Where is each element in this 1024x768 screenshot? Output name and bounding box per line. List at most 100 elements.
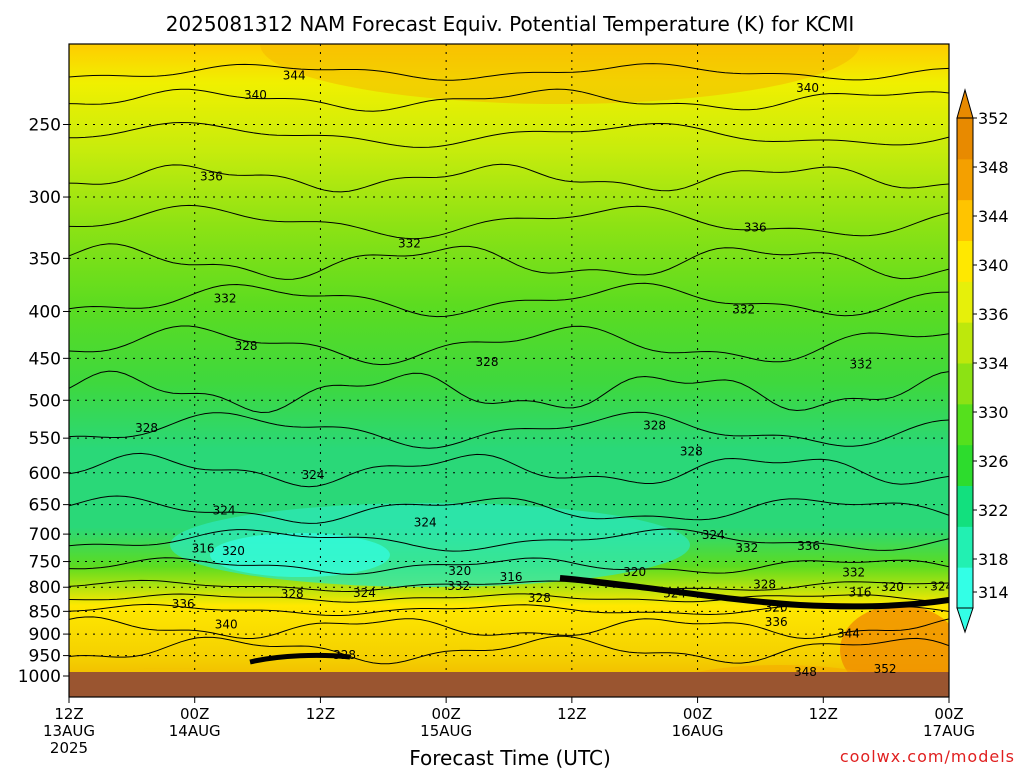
colorbar-label: 330 [978,403,1009,422]
warm-top-feature [260,44,860,104]
colorbar-label: 318 [978,550,1009,569]
contour-line [69,63,949,81]
contour-label: 328 [643,419,666,433]
contour-label: 328 [680,445,703,459]
credit-text: coolwx.com/models [840,747,1015,766]
contour-labels: 344 340 340 336 336 332 332 332 332 328 328 328 328 3… [135,68,949,679]
packed-contours [559,575,949,610]
x-tick-label: 00Z [934,705,963,723]
contour-line [69,593,949,603]
colorbar-label: 314 [978,583,1009,602]
contour-line [69,528,949,552]
colorbar-label: 348 [978,158,1009,177]
colorbar-max-arrow [956,88,974,119]
contour-label: 344 [837,627,860,641]
plot-frame [68,43,950,698]
x-tick-label: 12Z [54,705,83,723]
colorbar-label: 340 [978,256,1009,275]
y-tick-label: 550 [29,429,61,449]
contour-label: 332 [842,566,865,580]
contour-label: 336 [744,221,767,235]
colorbar-swatch [957,485,973,527]
contour-line [69,411,949,449]
colorbar-swatch [957,118,973,160]
contour-label: 324 [663,587,686,601]
y-tick-label: 650 [29,496,61,516]
colorbar-swatch [957,158,973,201]
contour-line [69,635,949,665]
contour-line [69,121,949,148]
x-tick-label: 12Z [557,705,586,723]
contour-label: 332 [214,291,237,305]
y-tick-label: 400 [29,302,61,322]
contour-label: 332 [398,236,421,250]
y-tick-label: 900 [29,625,61,645]
field-features [69,44,949,697]
grid-lines [69,44,949,697]
contour-line [69,452,949,488]
contour-label: 324 [702,528,725,542]
contour-label: 332 [735,541,758,555]
y-tick-label: 850 [29,602,61,622]
contour-label: 332 [850,357,873,371]
contour-line [69,579,949,593]
contour-line [69,495,949,524]
x-tick-label: 14AUG [169,722,221,740]
contour-label: 332 [732,302,755,316]
colorbar-swatch [957,526,973,568]
contour-label: 336 [765,615,788,629]
packed-contours [249,652,351,665]
contour-label: 316 [500,570,523,584]
theta-e-field [69,44,949,697]
contour-line [69,282,949,318]
contour-label: 328 [235,339,258,353]
ground-below-surface [69,672,949,697]
contour-label: 328 [333,648,356,662]
contour-label: 336 [172,597,195,611]
x-tick-label: 15AUG [420,722,472,740]
colorbar-swatch [957,444,973,486]
contour-label: 320 [765,601,788,615]
contour-label: 336 [797,539,820,553]
colorbar-label: 326 [978,452,1009,471]
y-axis-ticks: 250 300 350 400 450 500 550 600 650 700 750 800 850 9… [18,116,69,687]
y-tick-label: 950 [29,647,61,667]
contour-label: 316 [192,542,215,556]
colorbar-swatch [957,403,973,446]
y-tick-label: 700 [29,525,61,545]
contour-label: 344 [283,68,306,82]
colorbar-label: 336 [978,305,1009,324]
contour-label: 324 [213,504,236,518]
contour-label: 320 [448,564,471,578]
contour-line [69,88,949,112]
contour-label: 320 [623,565,646,579]
contour-line [69,163,949,193]
x-tick-label: 00Z [683,705,712,723]
y-tick-label: 450 [29,349,61,369]
colorbar-swatch [957,281,973,323]
x-tick-label: 13AUG [43,722,95,740]
colorbar: 314 318 322 326 330 334 336 340 344 348 352 [956,88,1009,634]
colorbar-min-arrow [956,607,974,634]
contour-label: 352 [874,662,897,676]
contour-label: 328 [476,355,499,369]
contour-label: 340 [215,618,238,632]
colorbar-swatch [957,567,973,609]
colorbar-swatch [957,322,973,364]
x-tick-label: 2025 [50,739,88,757]
y-tick-label: 250 [29,116,61,136]
y-tick-label: 800 [29,578,61,598]
contour-line [69,370,949,414]
contour-label: 340 [796,81,819,95]
contour-label: 328 [281,587,304,601]
contour-line [69,325,949,366]
contour-line [69,557,949,575]
x-axis-label: Forecast Time (UTC) [409,746,611,768]
chart-title: 2025081312 NAM Forecast Equiv. Potential… [166,12,855,36]
contour-label: 324 [414,516,437,530]
colorbar-label: 322 [978,501,1009,520]
contour-label: 336 [200,170,223,184]
contour-label: 320 [222,544,245,558]
